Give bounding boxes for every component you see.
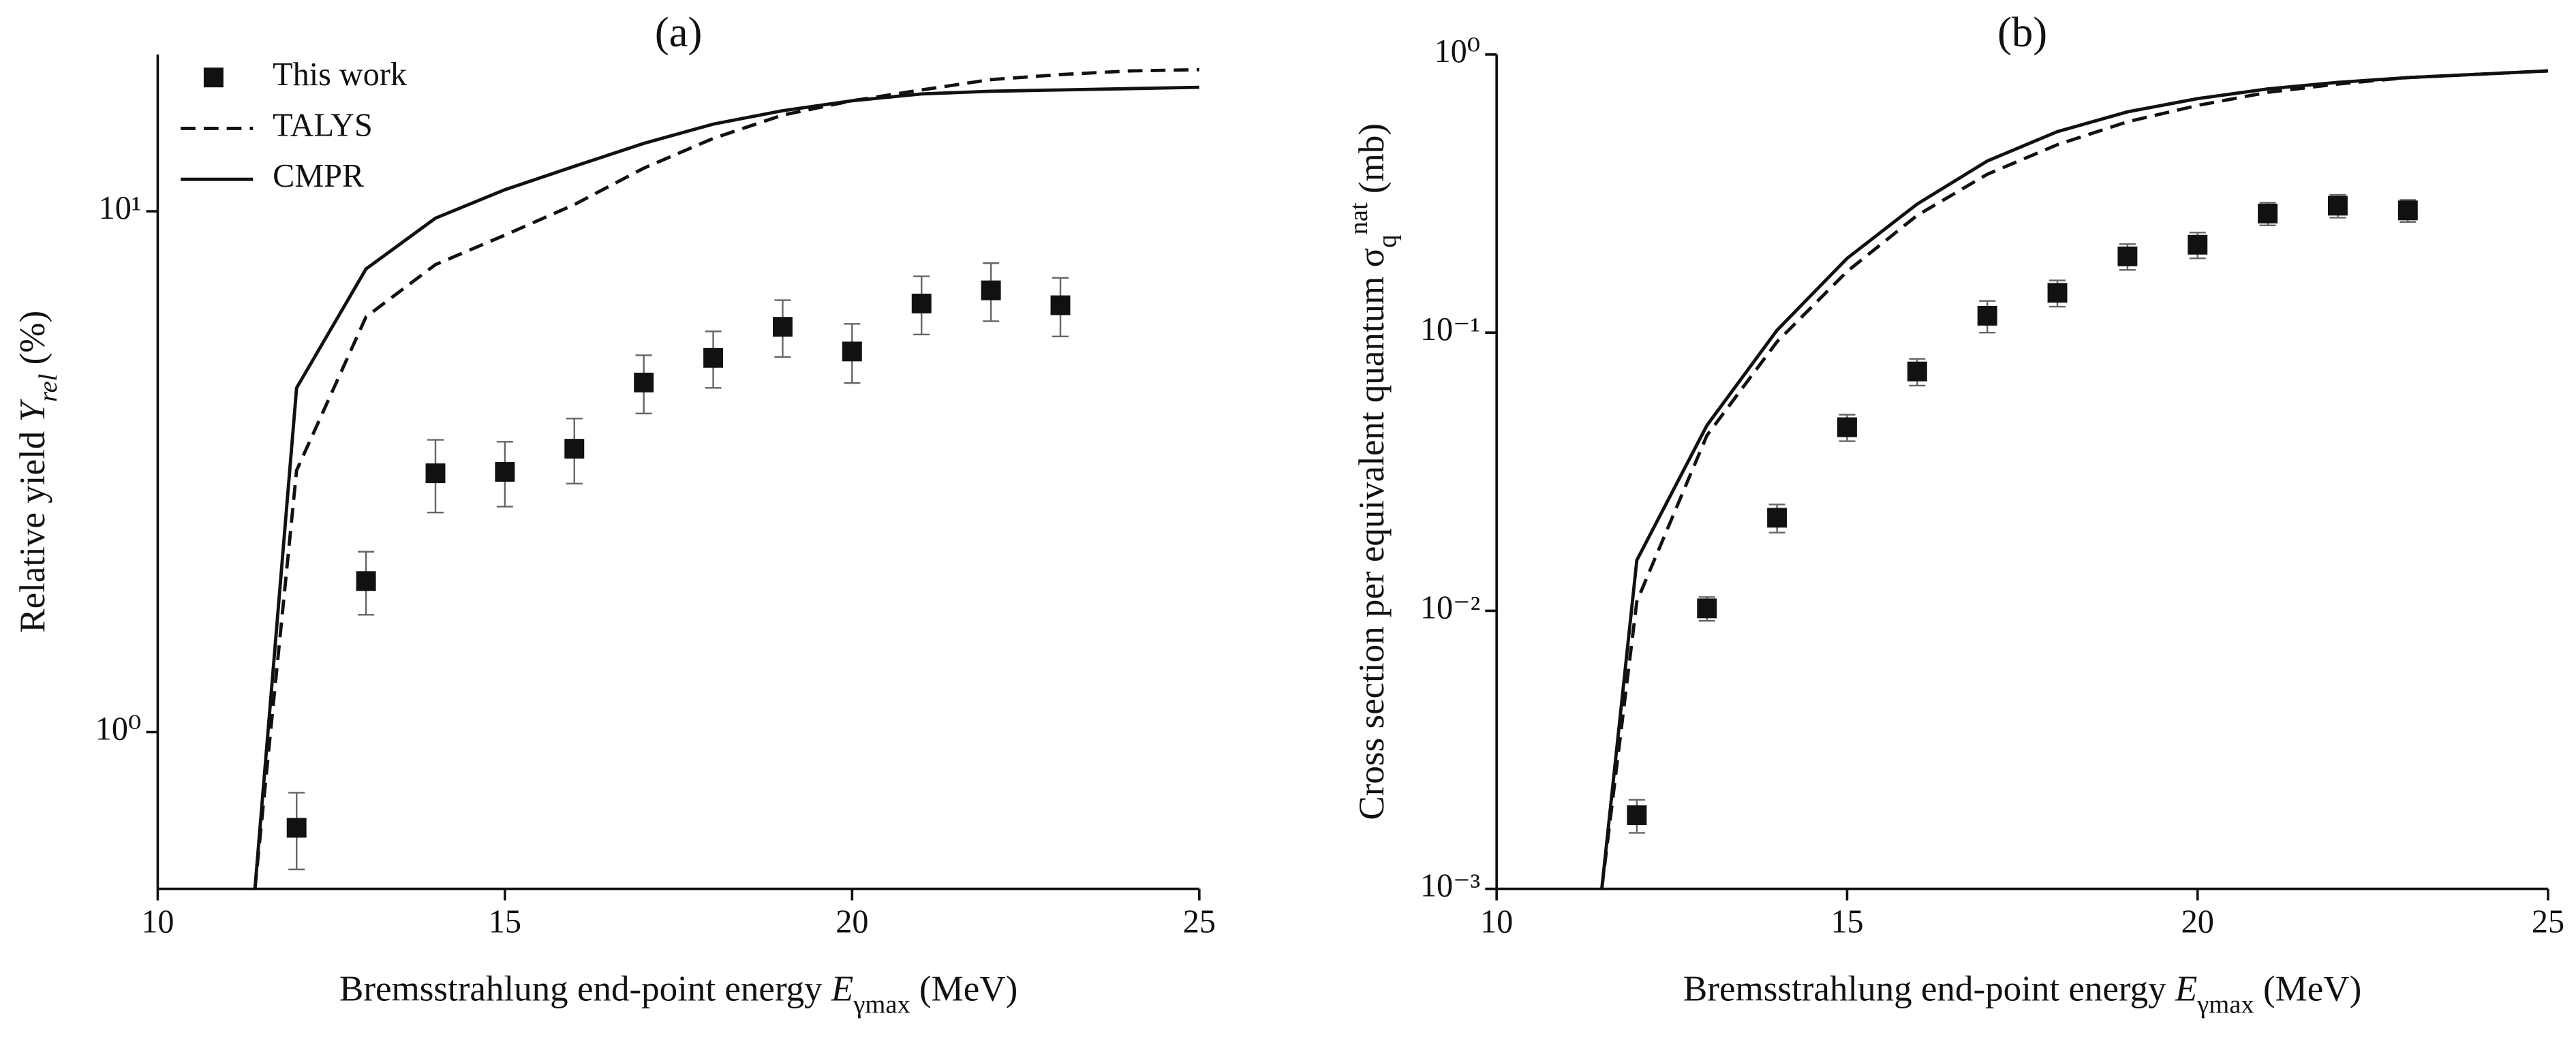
line-series [1600,69,2549,889]
label-part: E [2175,970,2197,1009]
marker [286,818,307,838]
label-part: γmax [853,990,910,1019]
marker [1837,417,1857,437]
marker [703,347,724,368]
x-tick-label: 25 [2532,904,2564,940]
label-part: Y [13,399,52,422]
label-part: Bremsstrahlung end-point energy [1683,970,2175,1009]
x-tick-label: 15 [489,904,521,940]
y-tick-label: 10⁻² [1420,589,1480,625]
label-part: q [1373,234,1402,247]
label-part: (mb) [1352,123,1392,202]
marker [634,372,654,392]
marker [981,280,1001,300]
y-tick-label: 10⁰ [95,711,142,747]
marker [2117,246,2138,266]
marker [1627,805,1647,825]
label-part: rel [34,374,63,402]
legend-marker [203,67,224,88]
x-axis-label: Bremsstrahlung end-point energy Eγmax (M… [339,970,1017,1019]
x-tick-label: 15 [1830,904,1863,940]
label-part: nat [1345,202,1373,234]
label-part: γmax [2196,990,2254,1019]
marker [2047,283,2068,303]
x-tick-label: 10 [141,904,174,940]
marker [1697,598,1717,619]
label-part: (MeV) [910,970,1018,1009]
label-part: σ [1352,248,1392,268]
label-part: Cross section per equivalent quantum [1352,267,1392,820]
marker [1767,508,1788,528]
marker [1977,305,1997,326]
label-part: (%) [13,311,52,374]
line-series [253,67,1199,889]
marker [2258,203,2278,223]
label-part: Bremsstrahlung end-point energy [339,970,831,1009]
plot-area [1600,69,2549,889]
x-axis-label: Bremsstrahlung end-point energy Eγmax (M… [1683,970,2361,1019]
chart-title: (a) [655,8,703,56]
label-part: Relative yield [13,422,52,633]
y-tick-label: 10¹ [99,190,142,226]
y-axis-label: Cross section per equivalent quantum σqn… [1345,123,1402,820]
label-part: E [831,970,853,1009]
line-series [253,85,1199,889]
x-tick-label: 20 [835,904,868,940]
marker [842,341,862,362]
x-tick-label: 25 [1183,904,1216,940]
marker [2188,234,2208,255]
y-tick-label: 10⁻³ [1420,868,1480,904]
plot-area [253,67,1199,889]
x-tick-label: 10 [1480,904,1513,940]
marker [911,294,932,313]
y-tick-label: 10⁻¹ [1420,311,1480,347]
marker [2327,196,2348,216]
chart-title: (b) [1997,8,2047,56]
legend-label: CMPR [273,158,365,194]
marker [1907,361,1927,382]
marker [564,439,585,459]
marker [2397,200,2418,221]
y-axis-label: Relative yield Yrel (%) [13,311,63,633]
marker [773,317,793,337]
legend-label: TALYS [273,108,373,144]
marker [495,462,515,482]
line-series [1600,69,2549,889]
legend-label: This work [273,57,408,93]
y-tick-label: 10⁰ [1435,33,1481,69]
marker [425,463,446,484]
marker [1050,295,1071,315]
x-tick-label: 20 [2181,904,2214,940]
marker [356,571,376,591]
label-part: (MeV) [2254,970,2362,1009]
